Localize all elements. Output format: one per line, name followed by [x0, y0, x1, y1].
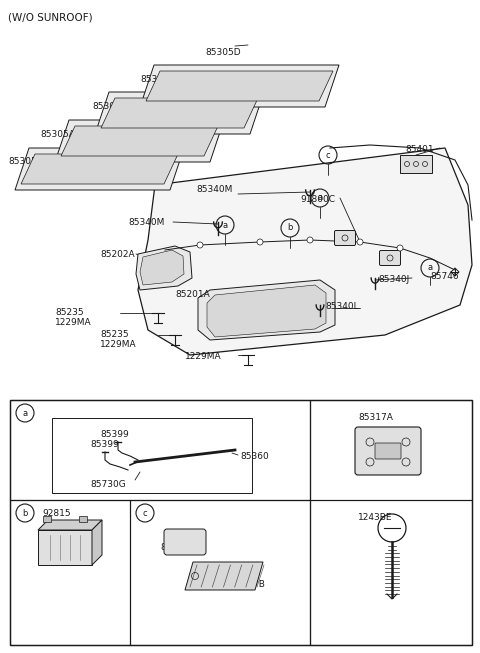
Bar — [10, 500, 130, 645]
Text: 85340M: 85340M — [196, 185, 232, 194]
Bar — [10, 400, 472, 645]
Polygon shape — [61, 126, 218, 156]
Bar — [43, 516, 51, 522]
Text: 1243BE: 1243BE — [358, 513, 393, 522]
Bar — [10, 400, 310, 500]
Text: 85380C: 85380C — [160, 543, 195, 552]
Polygon shape — [101, 98, 258, 128]
Text: 85305B: 85305B — [92, 102, 127, 111]
Polygon shape — [21, 154, 178, 184]
Polygon shape — [38, 520, 102, 530]
Polygon shape — [400, 155, 432, 173]
FancyBboxPatch shape — [380, 251, 400, 266]
Text: 85202A: 85202A — [100, 250, 134, 259]
Bar — [130, 500, 310, 645]
Circle shape — [257, 239, 263, 245]
Text: a: a — [23, 409, 27, 417]
Polygon shape — [92, 520, 102, 565]
Text: 85399: 85399 — [100, 430, 129, 439]
Text: 85399: 85399 — [90, 440, 119, 449]
Polygon shape — [207, 285, 326, 337]
Text: 85305A: 85305A — [8, 157, 43, 166]
Text: 85360: 85360 — [240, 452, 269, 461]
Polygon shape — [136, 246, 192, 290]
Circle shape — [397, 245, 403, 251]
Text: c: c — [143, 509, 147, 517]
Text: 85730G: 85730G — [90, 480, 126, 489]
Polygon shape — [140, 250, 184, 285]
Text: (W/O SUNROOF): (W/O SUNROOF) — [8, 12, 93, 22]
Text: 1229MA: 1229MA — [100, 340, 137, 349]
Polygon shape — [198, 280, 335, 340]
Text: 85401: 85401 — [405, 145, 433, 154]
Text: b: b — [22, 509, 28, 517]
Polygon shape — [95, 92, 264, 134]
Polygon shape — [55, 120, 224, 162]
Bar — [79, 516, 87, 522]
Text: b: b — [288, 223, 293, 232]
Text: a: a — [317, 193, 323, 202]
Text: 85235: 85235 — [55, 308, 84, 317]
Bar — [310, 400, 472, 500]
Polygon shape — [185, 562, 263, 590]
FancyBboxPatch shape — [335, 231, 356, 246]
Text: a: a — [222, 221, 228, 229]
Text: 1229MA: 1229MA — [55, 318, 92, 327]
Text: 92815: 92815 — [42, 509, 71, 517]
Text: 85305D: 85305D — [205, 48, 240, 57]
Bar — [52, 418, 252, 493]
Bar — [310, 500, 472, 645]
Text: 85746: 85746 — [430, 272, 458, 281]
Text: 85235: 85235 — [100, 330, 129, 339]
Text: 85305C: 85305C — [140, 75, 175, 84]
Circle shape — [307, 237, 313, 243]
Text: 91800C: 91800C — [300, 195, 335, 204]
FancyBboxPatch shape — [164, 529, 206, 555]
Text: c: c — [326, 150, 330, 159]
Polygon shape — [15, 148, 184, 190]
Circle shape — [357, 239, 363, 245]
Text: 85201A: 85201A — [175, 290, 210, 299]
Polygon shape — [38, 530, 92, 565]
FancyBboxPatch shape — [375, 443, 401, 459]
Text: 85340M: 85340M — [128, 218, 164, 227]
Text: 85317B: 85317B — [230, 580, 265, 589]
Text: 1229MA: 1229MA — [185, 352, 222, 361]
Polygon shape — [146, 71, 333, 101]
Text: 85340J: 85340J — [378, 275, 409, 284]
Polygon shape — [140, 65, 339, 107]
Polygon shape — [138, 148, 472, 355]
Text: a: a — [427, 264, 432, 272]
Text: 85305A: 85305A — [40, 130, 75, 139]
FancyBboxPatch shape — [355, 427, 421, 475]
Text: 85317A: 85317A — [358, 413, 393, 422]
Text: 85340L: 85340L — [325, 302, 359, 311]
Circle shape — [197, 242, 203, 248]
